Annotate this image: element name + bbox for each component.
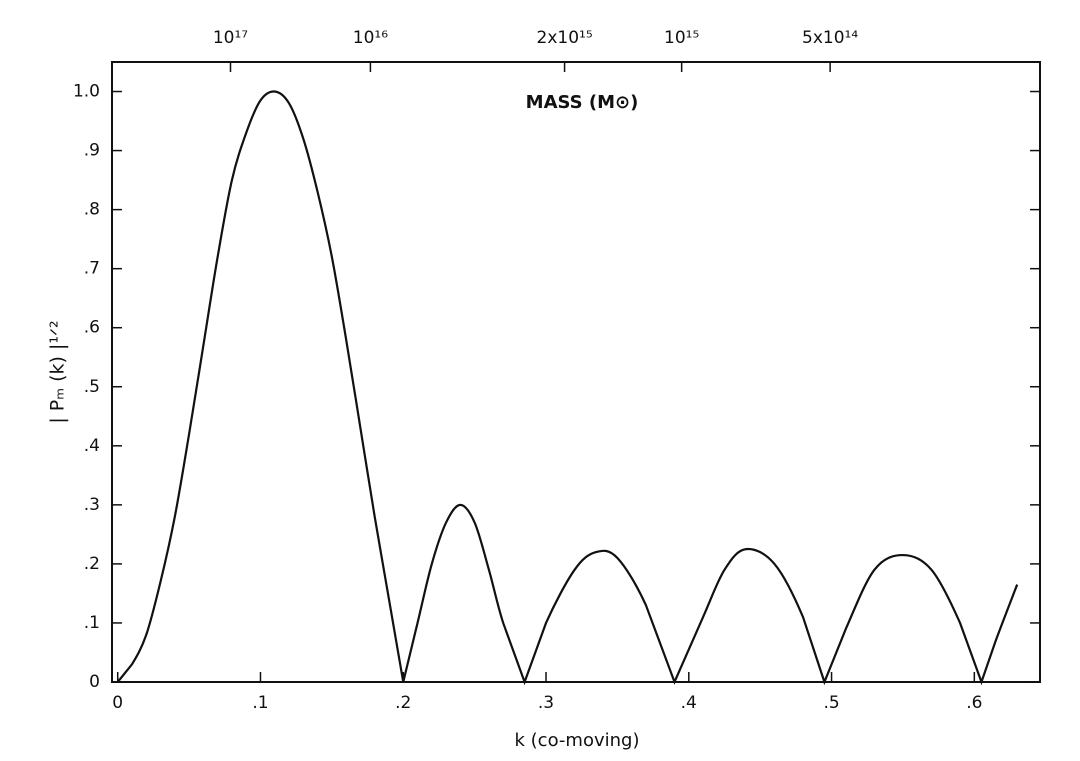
x-tick-label: .1 <box>252 693 268 713</box>
top-tick-label: 5x10¹⁴ <box>802 28 858 48</box>
x-tick-label: .5 <box>823 693 839 713</box>
y-tick-label: .3 <box>84 495 100 515</box>
y-tick-label: .7 <box>84 259 100 279</box>
x-tick-label: .2 <box>395 693 411 713</box>
top-tick-label: 10¹⁵ <box>664 28 699 48</box>
y-tick-label: 0 <box>89 672 100 692</box>
y-tick-label: .8 <box>84 200 100 220</box>
top-tick-label: 2x10¹⁵ <box>537 28 593 48</box>
y-tick-label: 1.0 <box>73 82 100 102</box>
data-line <box>116 90 1019 686</box>
annotation: MASS (M⊙) <box>526 92 639 113</box>
x-tick-label: 0 <box>112 693 123 713</box>
x-tick-label: .6 <box>966 693 982 713</box>
y-axis-label: | Pₘ (k) |¹ᐟ² <box>47 320 69 423</box>
y-tick-label: .9 <box>84 141 100 161</box>
top-tick-label: 10¹⁷ <box>213 28 248 48</box>
x-tick-label: .3 <box>538 693 554 713</box>
y-tick-label: .2 <box>84 554 100 574</box>
plot-frame <box>111 61 1041 683</box>
y-tick-label: .4 <box>84 436 100 456</box>
y-tick-label: .5 <box>84 377 100 397</box>
y-tick-label: .6 <box>84 318 100 338</box>
y-tick-label: .1 <box>84 613 100 633</box>
x-tick-label: .4 <box>681 693 697 713</box>
top-tick-label: 10¹⁶ <box>353 28 388 48</box>
x-axis-label: k (co-moving) <box>515 730 640 751</box>
